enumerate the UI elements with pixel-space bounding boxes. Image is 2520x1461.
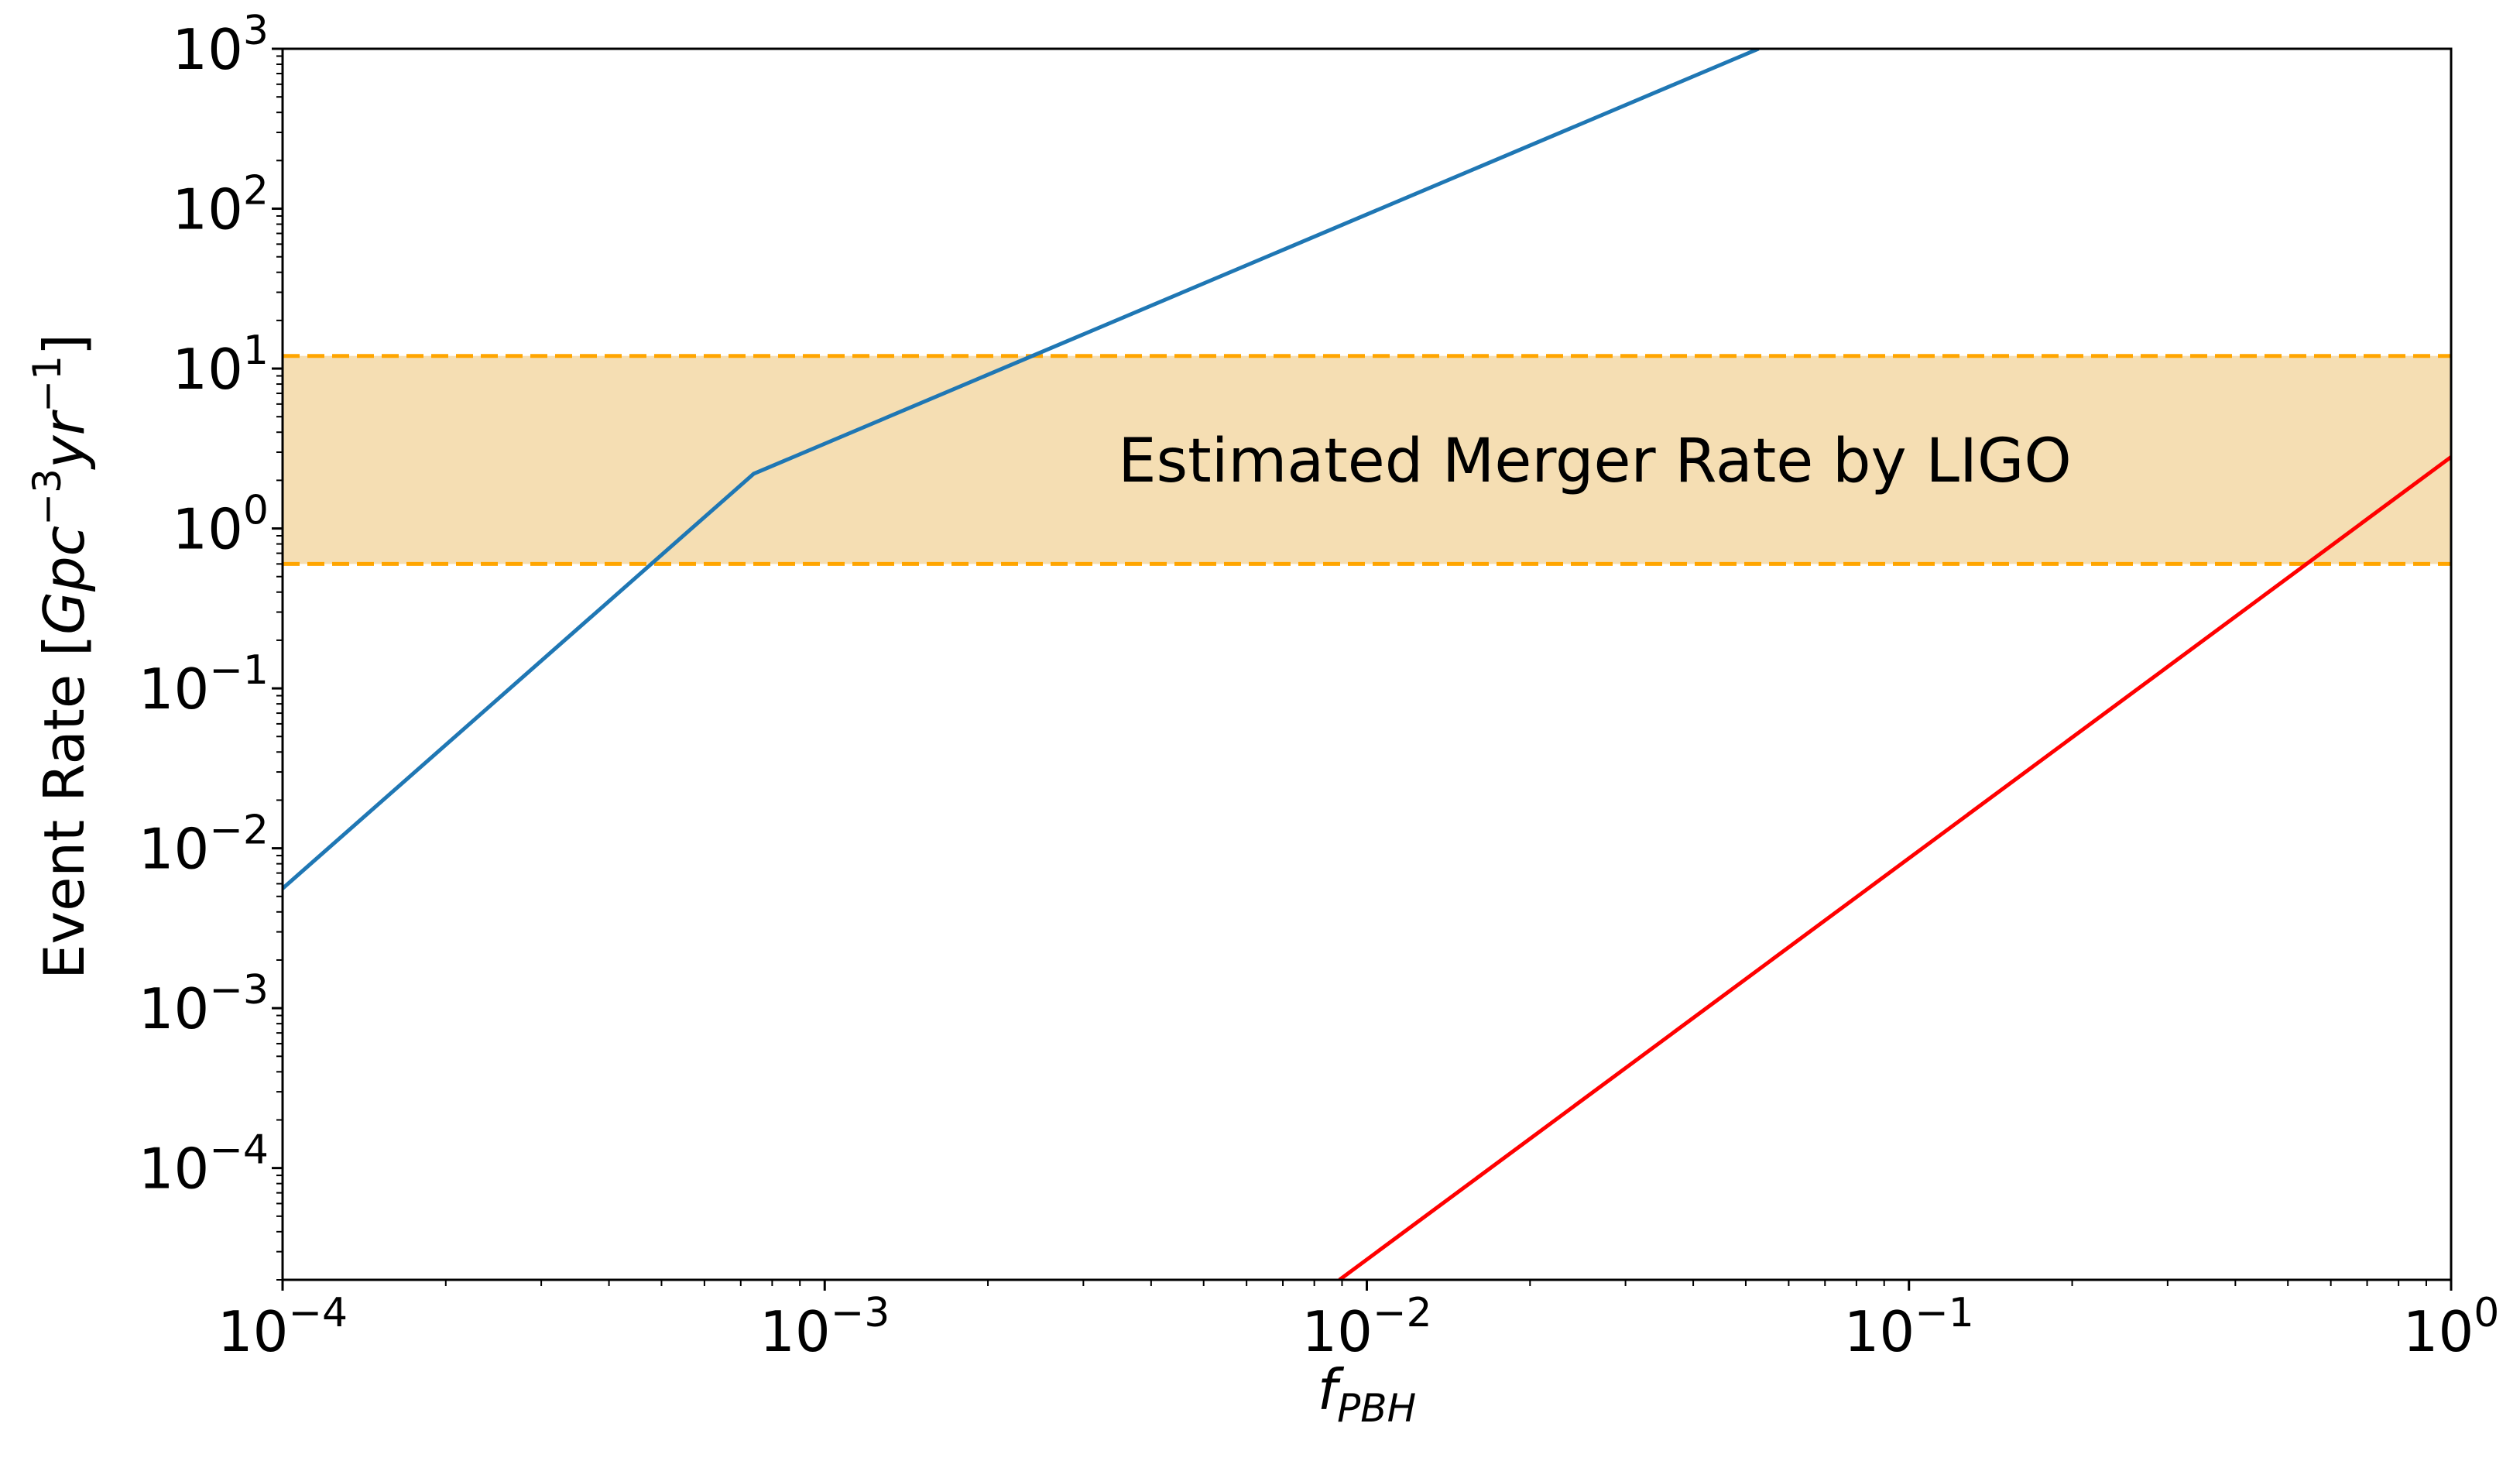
x-tick-label: 10−1 [1844, 1290, 1974, 1364]
y-tick-label-base: 10 [172, 17, 243, 82]
x-tick-label-base: 10 [218, 1299, 289, 1364]
y-tick-label: 10−3 [139, 967, 269, 1041]
x-tick-label-exp: −2 [1373, 1290, 1432, 1336]
band-label: Estimated Merger Rate by LIGO [1118, 427, 2072, 496]
y-tick-label-base: 10 [139, 1137, 210, 1202]
x-tick-label-base: 10 [2403, 1299, 2474, 1364]
x-tick-label: 10−4 [218, 1290, 348, 1364]
y-tick-label: 10−4 [139, 1127, 269, 1202]
y-tick-label: 101 [172, 328, 269, 402]
band-fill [283, 355, 2451, 564]
y-tick-label-exp: 3 [243, 8, 269, 54]
tick-labels-layer: 10−4 10−3 10−2 10−1 10010−410−310−210−110010… [139, 8, 2500, 1364]
y-tick-label-base: 10 [172, 497, 243, 562]
y-tick-label: 102 [172, 168, 269, 242]
series-line-2 [1338, 455, 2451, 1280]
y-tick-label-exp: 1 [243, 328, 269, 374]
y-tick-label-exp: −3 [209, 967, 269, 1013]
series-layer [283, 49, 2451, 1280]
y-axis-label-exp1: −3 [25, 468, 70, 526]
ligo-band [283, 354, 2451, 566]
y-tick-label-base: 10 [172, 177, 243, 242]
x-tick-label-exp: −4 [288, 1290, 348, 1336]
ticks-layer [272, 47, 2453, 1291]
y-tick-label: 100 [172, 488, 269, 562]
x-tick-label: 100 [2403, 1290, 2500, 1364]
y-tick-label: 103 [172, 8, 269, 82]
y-tick-label-exp: −1 [209, 647, 269, 694]
y-axis-label-gpc: Gpc [32, 526, 97, 635]
y-axis-label: Event Rate [Gpc−3yr−1] [25, 334, 97, 979]
y-axis-label-yr: yr [32, 409, 97, 470]
y-axis-label-close: ] [32, 334, 97, 355]
y-tick-label-exp: −2 [209, 808, 269, 854]
y-axis-label-main: Event Rate [ [32, 635, 97, 979]
y-tick-label-base: 10 [172, 337, 243, 402]
x-tick-label-exp: −1 [1915, 1290, 1974, 1336]
y-tick-label-exp: 0 [243, 488, 269, 534]
y-tick-label-base: 10 [139, 817, 210, 882]
y-tick-label-exp: −4 [209, 1127, 269, 1174]
x-axis-label-sub: PBH [1337, 1386, 1416, 1431]
y-tick-label: 10−2 [139, 808, 269, 882]
x-tick-label: 10−2 [1301, 1290, 1431, 1364]
x-tick-label: 10−3 [759, 1290, 890, 1364]
y-axis-label-exp2: −1 [25, 355, 70, 413]
x-tick-label-exp: 0 [2474, 1290, 2499, 1336]
x-tick-label-base: 10 [1844, 1299, 1915, 1364]
x-tick-label-base: 10 [759, 1299, 831, 1364]
x-tick-label-base: 10 [1301, 1299, 1373, 1364]
series-line-1 [283, 49, 1760, 890]
y-tick-label-base: 10 [139, 976, 210, 1041]
y-tick-label: 10−1 [139, 647, 269, 722]
x-axis-label: fPBH [1318, 1357, 1416, 1431]
x-tick-label-exp: −3 [831, 1290, 890, 1336]
y-tick-label-exp: 2 [243, 168, 269, 214]
y-tick-label-base: 10 [139, 657, 210, 722]
